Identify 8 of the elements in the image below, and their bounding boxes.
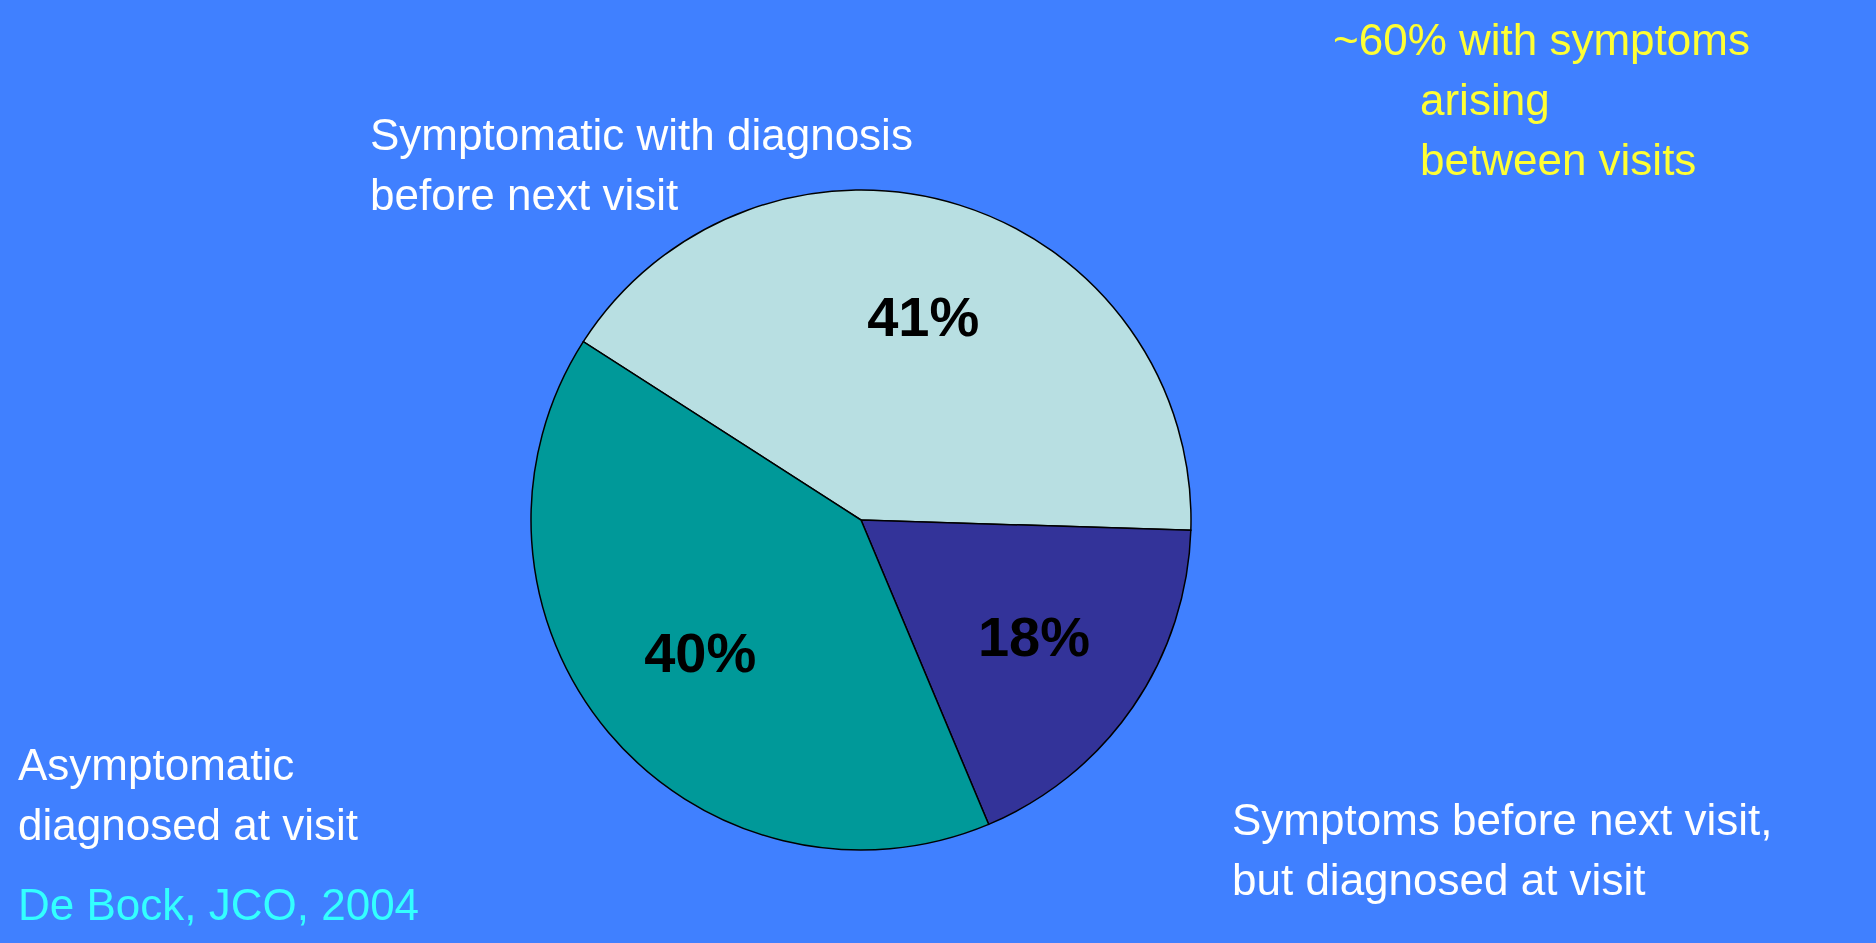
data-label: 41% [867, 285, 980, 349]
slice-label: Symptoms before next visit, but diagnosed at visit [1232, 795, 1773, 904]
data-label: 18% [977, 605, 1091, 669]
text: De Bock, JCO, 2004 [18, 880, 420, 929]
slice-label: Symptomatic with diagnosis before next visit [370, 110, 913, 219]
slice-label: Asymptomatic diagnosed at visit [18, 740, 358, 849]
data-label: 40% [644, 621, 757, 685]
text: ~60% with symptoms arising between visits [1333, 15, 1750, 184]
